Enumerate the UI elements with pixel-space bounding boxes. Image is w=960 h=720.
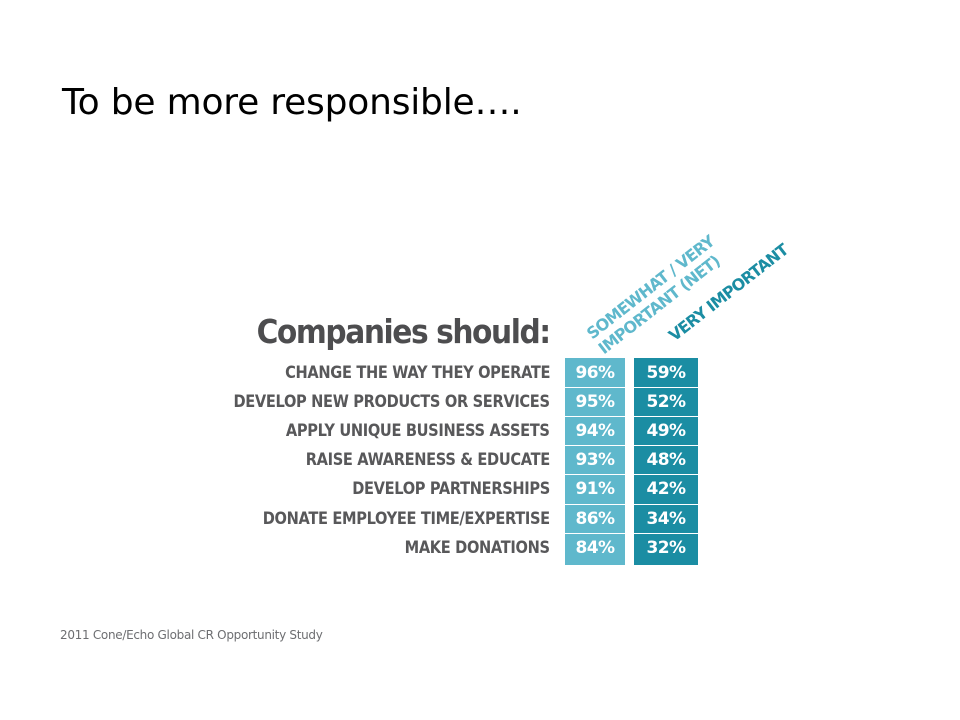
row-label: CHANGE THE WAY THEY OPERATE — [284, 363, 550, 383]
row-separator — [634, 416, 698, 417]
row-separator — [565, 533, 625, 534]
column-net: 96% 95% 94% 93% 91% 86% 84% — [565, 358, 625, 565]
row-separator — [634, 533, 698, 534]
row-separator — [634, 474, 698, 475]
very-value: 59% — [646, 363, 686, 383]
chart-title: Companies should: — [256, 312, 552, 351]
net-value: 94% — [575, 421, 615, 442]
column-very: 59% 52% 49% 48% 42% 34% 32% — [634, 358, 698, 565]
net-value: 96% — [575, 363, 615, 383]
row-separator — [565, 416, 625, 417]
very-value: 34% — [646, 508, 686, 529]
row-label: MAKE DONATIONS — [404, 537, 550, 558]
very-value: 52% — [646, 392, 686, 413]
net-value: 93% — [575, 450, 615, 471]
row-label: DONATE EMPLOYEE TIME/EXPERTISE — [262, 508, 550, 529]
row-separator — [634, 504, 698, 505]
row-separator — [565, 387, 625, 388]
row-label: DEVELOP PARTNERSHIPS — [352, 479, 550, 500]
row-separator — [565, 474, 625, 475]
very-value: 48% — [646, 450, 686, 471]
row-separator — [565, 445, 625, 446]
row-separator — [634, 445, 698, 446]
row-label: APPLY UNIQUE BUSINESS ASSETS — [286, 421, 550, 442]
very-value: 32% — [646, 537, 686, 558]
row-label: DEVELOP NEW PRODUCTS OR SERVICES — [233, 392, 551, 413]
column-header-net: SOMEWHAT / VERY IMPORTANT (NET) — [583, 232, 730, 358]
slide-title: To be more responsible…. — [62, 82, 522, 123]
net-value: 86% — [575, 508, 615, 529]
net-value: 91% — [575, 479, 615, 500]
net-value: 95% — [575, 392, 615, 413]
very-value: 49% — [646, 421, 686, 442]
net-value: 84% — [575, 537, 615, 558]
source-note: 2011 Cone/Echo Global CR Opportunity Stu… — [60, 628, 323, 642]
very-value: 42% — [646, 479, 686, 500]
row-separator — [634, 387, 698, 388]
row-separator — [565, 504, 625, 505]
row-label: RAISE AWARENESS & EDUCATE — [305, 450, 550, 471]
